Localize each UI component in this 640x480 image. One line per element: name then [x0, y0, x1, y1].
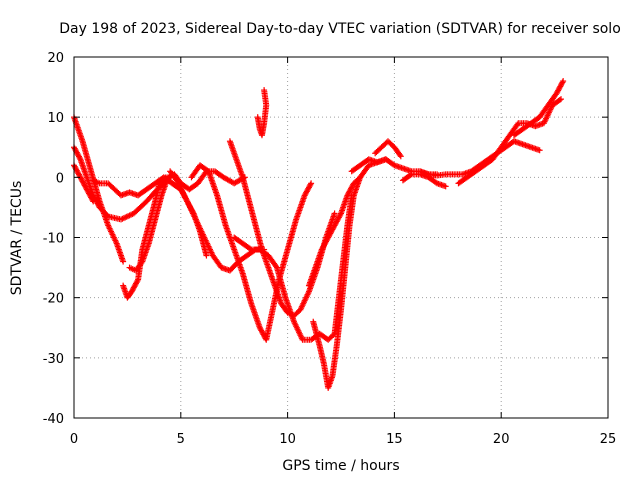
series-arc-6 [126, 168, 248, 274]
x-tick-label: 20 [493, 432, 510, 447]
data-point [560, 78, 567, 85]
x-tick-label: 5 [177, 432, 185, 447]
series-arc-16 [399, 171, 449, 190]
x-tick-label: 25 [600, 432, 617, 447]
data-point [261, 87, 268, 94]
y-tick-label: -20 [43, 292, 64, 307]
data-point [337, 211, 344, 218]
y-tick-label: 0 [56, 171, 64, 186]
data-point [76, 154, 83, 161]
data-point [442, 183, 449, 190]
grid [74, 57, 608, 418]
data-point [272, 263, 279, 270]
data-point [559, 79, 566, 86]
series-arc-2 [71, 144, 176, 223]
data-point [331, 210, 338, 217]
axis-ticks: 0 5 10 15 20 25 -40 -30 -20 -10 0 10 20 [43, 51, 617, 447]
series-arc-13 [305, 174, 364, 289]
data-point [556, 96, 563, 103]
data-point [390, 161, 397, 168]
data-point [407, 172, 414, 179]
data-point [89, 197, 96, 204]
series-arc-8 [188, 162, 315, 343]
y-tick-label: 20 [47, 51, 64, 66]
data-point [397, 153, 404, 160]
series-arc-18 [455, 96, 565, 187]
data-point [432, 179, 439, 186]
data-point [514, 121, 521, 128]
x-tick-label: 10 [279, 432, 296, 447]
data-point [308, 180, 315, 187]
y-axis-label: SDTVAR / TECUs [9, 181, 25, 296]
data-point [355, 175, 362, 182]
data-point [203, 252, 210, 259]
y-tick-label: 10 [47, 111, 64, 126]
data-point [247, 245, 254, 252]
series-arc-10 [254, 87, 270, 139]
data-point [357, 174, 364, 181]
data-point [307, 181, 314, 188]
x-tick-label: 15 [386, 432, 403, 447]
series-arc-15 [372, 138, 404, 160]
x-axis-label: GPS time / hours [282, 458, 399, 474]
chart-title: Day 198 of 2023, Sidereal Day-to-day VTE… [59, 21, 621, 37]
y-tick-label: -40 [43, 412, 64, 427]
data-point [120, 258, 127, 265]
y-tick-label: -30 [43, 352, 64, 367]
x-tick-label: 0 [70, 432, 78, 447]
data-point [134, 277, 141, 284]
data-point [90, 198, 97, 205]
series-arc-17 [417, 138, 543, 179]
series-arc-3 [71, 162, 97, 205]
data-points [71, 78, 567, 391]
series-arc-19 [511, 78, 567, 139]
data-point [396, 151, 403, 158]
data-point [558, 96, 565, 103]
series-arc-1 [71, 114, 127, 265]
y-tick-label: -10 [43, 232, 64, 247]
data-point [536, 147, 543, 154]
